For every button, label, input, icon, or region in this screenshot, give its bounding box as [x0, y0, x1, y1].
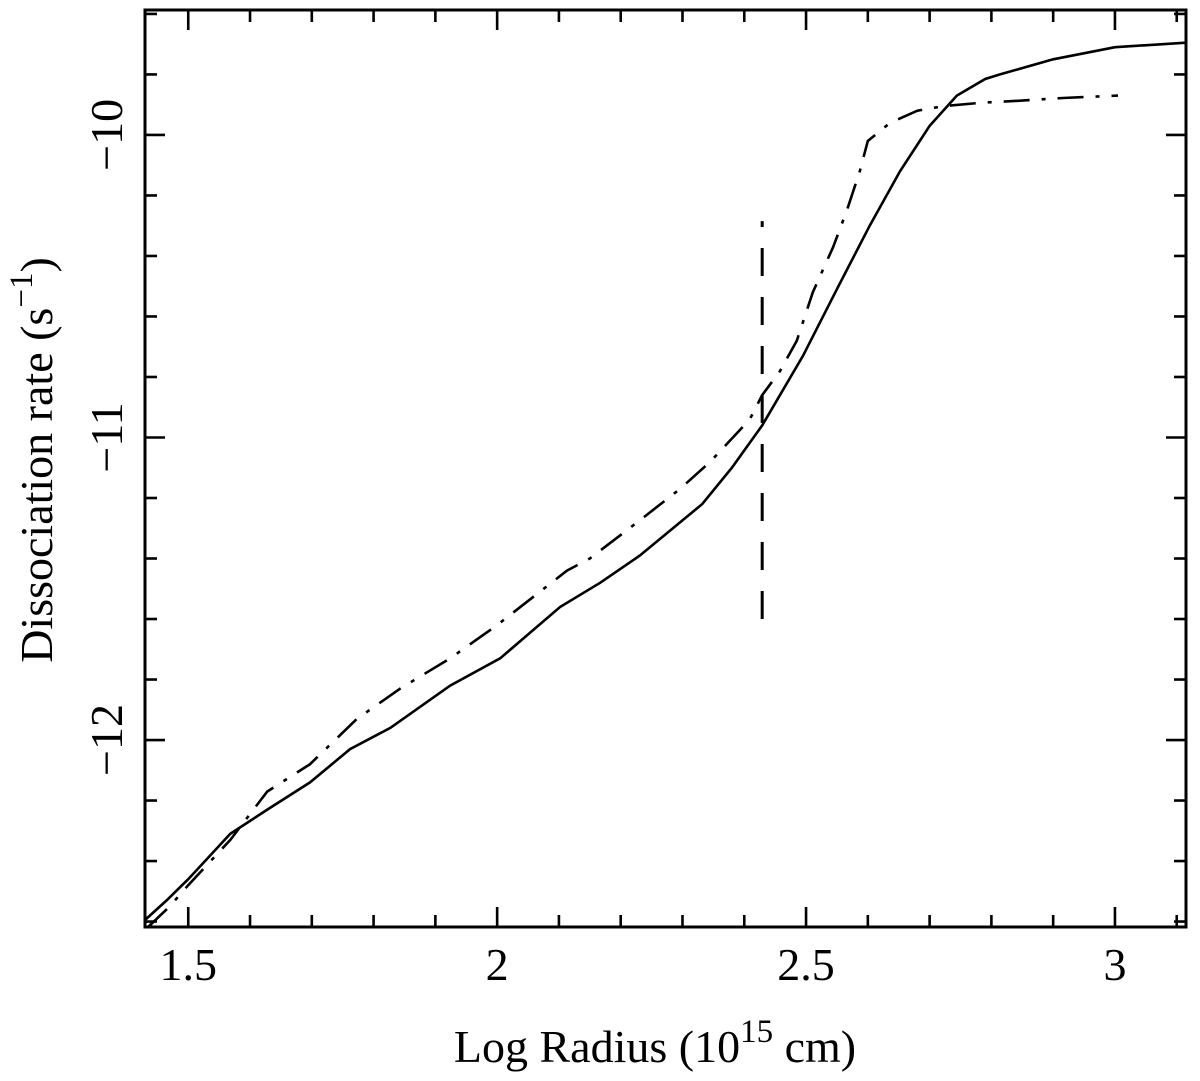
y-axis-ticks: [145, 12, 1186, 923]
x-axis-title: Log Radius (1015 cm): [454, 1014, 856, 1072]
y-tick-label: −12: [81, 704, 132, 776]
x-tick-label: 3: [1103, 939, 1126, 990]
y-tick-label: −10: [81, 99, 132, 171]
x-axis-ticks: [186, 10, 1179, 927]
solid-curve: [144, 41, 1187, 921]
x-tick-label: 1.5: [159, 939, 217, 990]
y-axis-title: Dissociation rate (s−1): [4, 257, 62, 663]
x-tick-label: 2: [486, 939, 509, 990]
y-tick-label: −11: [81, 402, 132, 472]
plot-frame: [143, 8, 1188, 929]
x-tick-label: 2.5: [777, 939, 835, 990]
dashdot-curve: [147, 94, 1119, 928]
